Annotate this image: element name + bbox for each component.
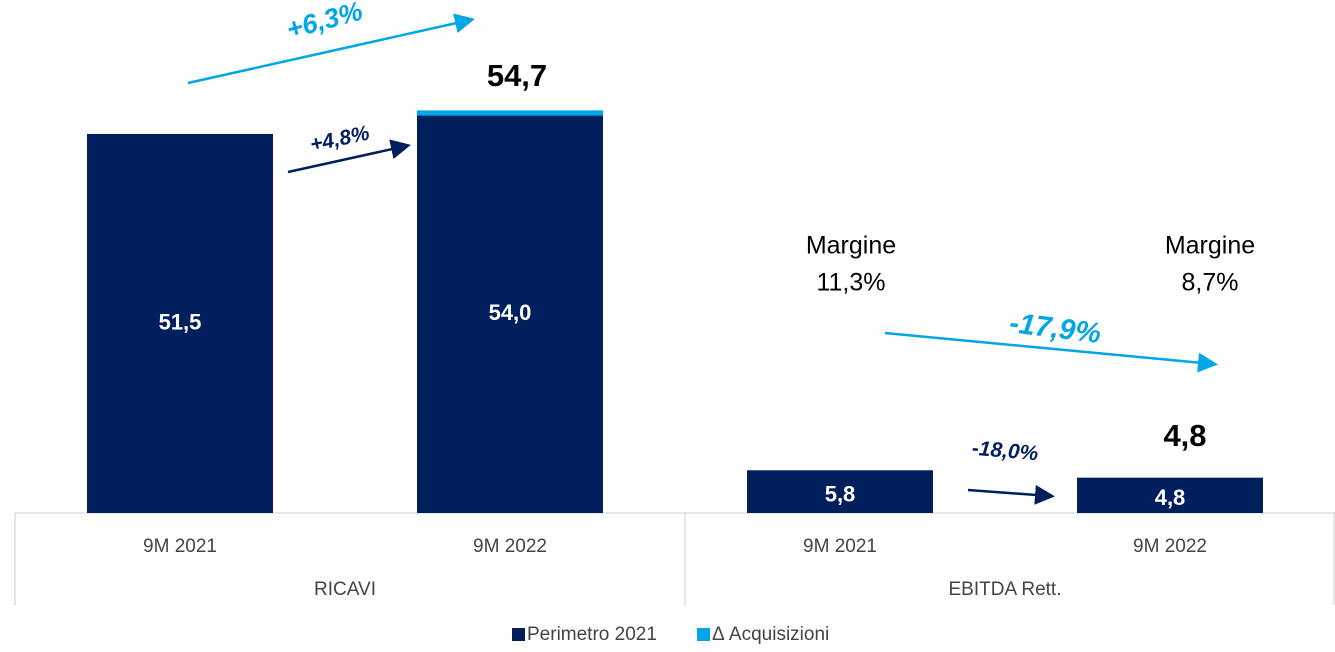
legend-swatch [512,628,525,641]
bar-segment [87,133,273,513]
legend-label: Perimetro 2021 [527,624,657,645]
axis-frame [14,512,1335,605]
bar-segment [1077,477,1263,513]
growth-arrow [884,331,1218,373]
x-tick-label: 9M 2021 [803,536,877,557]
bar-segment [747,470,933,513]
growth-arrow [187,13,475,85]
legend-label: Δ Acquisizioni [712,624,829,645]
legend-swatch [697,628,710,641]
margin-value: 11,3% [816,269,885,297]
group-label: EBITDA Rett. [949,579,1062,600]
growth-arrow [287,139,411,174]
growth-label: -18,0% [971,437,1040,466]
x-tick-label: 9M 2022 [1133,536,1207,557]
group-label: RICAVI [314,579,376,600]
margin-label: Margine [806,232,896,260]
growth-label: -17,9% [1008,307,1103,350]
bar-segment [417,110,603,116]
growth-arrow [967,484,1055,505]
margin-value: 8,7% [1182,269,1239,297]
data-label: 5,8 [825,481,856,506]
total-label: 4,8 [1163,418,1206,453]
total-label: 54,7 [487,58,547,93]
data-label: 4,8 [1155,485,1186,510]
bar-segment [417,115,603,513]
growth-label: +4,8% [308,122,372,157]
x-tick-label: 9M 2022 [473,536,547,557]
margin-label: Margine [1165,232,1255,260]
data-label: 51,5 [159,309,202,334]
x-tick-label: 9M 2021 [143,536,217,557]
growth-label: +6,3% [283,0,365,45]
data-label: 54,0 [489,300,532,325]
